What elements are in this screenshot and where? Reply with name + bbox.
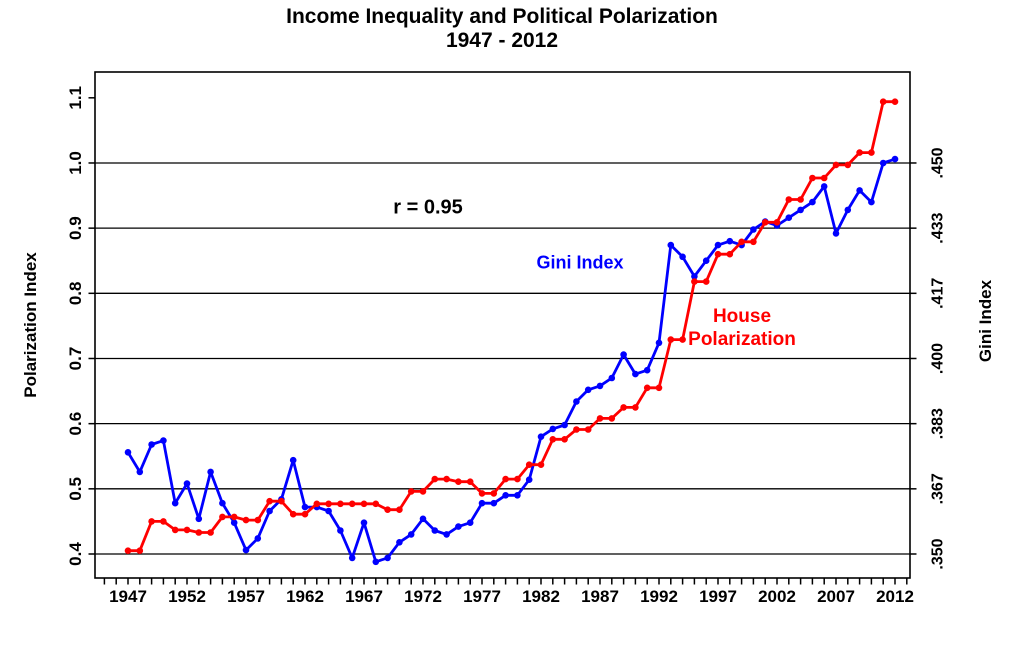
svg-text:2002: 2002 bbox=[758, 587, 796, 606]
svg-text:.367: .367 bbox=[930, 473, 947, 504]
left-axis-title: Polarization Index bbox=[21, 252, 40, 398]
svg-text:1957: 1957 bbox=[227, 587, 265, 606]
svg-text:1977: 1977 bbox=[463, 587, 501, 606]
svg-text:1972: 1972 bbox=[404, 587, 442, 606]
svg-text:0.4: 0.4 bbox=[66, 542, 85, 566]
gini-series-label: Gini Index bbox=[536, 252, 624, 273]
y-axis-left: 0.4 0.5 0.6 0.7 0.8 0.9 1.0 1.1 bbox=[66, 86, 95, 566]
svg-text:.350: .350 bbox=[930, 538, 947, 569]
chart-title: Income Inequality and Political Polariza… bbox=[286, 5, 718, 28]
house-series-label: House Polarization bbox=[688, 305, 796, 351]
svg-text:.383: .383 bbox=[930, 408, 947, 439]
svg-text:2007: 2007 bbox=[817, 587, 855, 606]
svg-text:1962: 1962 bbox=[286, 587, 324, 606]
plot-border bbox=[94, 71, 911, 579]
svg-text:.433: .433 bbox=[930, 212, 947, 243]
svg-text:1967: 1967 bbox=[345, 587, 383, 606]
svg-text:1992: 1992 bbox=[640, 587, 678, 606]
svg-text:1947: 1947 bbox=[109, 587, 147, 606]
svg-text:1952: 1952 bbox=[168, 587, 206, 606]
svg-text:2012: 2012 bbox=[876, 587, 914, 606]
svg-text:0.7: 0.7 bbox=[66, 347, 85, 371]
svg-text:1.0: 1.0 bbox=[66, 151, 85, 175]
svg-text:0.9: 0.9 bbox=[66, 216, 85, 240]
y-axis-right: .350 .367 .383 .400 .417 .433 .450 bbox=[910, 147, 947, 570]
correlation-annotation: r = 0.95 bbox=[393, 196, 463, 219]
svg-text:.450: .450 bbox=[930, 147, 947, 178]
svg-text:1.1: 1.1 bbox=[66, 86, 85, 110]
house-series-label-line2: Polarization bbox=[688, 329, 796, 350]
svg-text:0.6: 0.6 bbox=[66, 412, 85, 436]
svg-text:.400: .400 bbox=[930, 343, 947, 374]
svg-text:0.5: 0.5 bbox=[66, 477, 85, 501]
right-axis-title: Gini Index bbox=[976, 279, 995, 363]
chart-subtitle: 1947 - 2012 bbox=[445, 29, 559, 52]
gridlines bbox=[95, 162, 910, 555]
svg-text:.417: .417 bbox=[930, 278, 947, 309]
svg-text:1987: 1987 bbox=[581, 587, 619, 606]
house-series-label-line1: House bbox=[712, 306, 772, 327]
series-gini bbox=[124, 155, 899, 566]
svg-text:1997: 1997 bbox=[699, 587, 737, 606]
series-house bbox=[124, 98, 899, 554]
svg-text:0.8: 0.8 bbox=[66, 281, 85, 305]
svg-text:1982: 1982 bbox=[522, 587, 560, 606]
x-axis: 1947 1952 1957 1962 1967 1972 1977 1982 1987 1992… bbox=[103, 578, 914, 606]
